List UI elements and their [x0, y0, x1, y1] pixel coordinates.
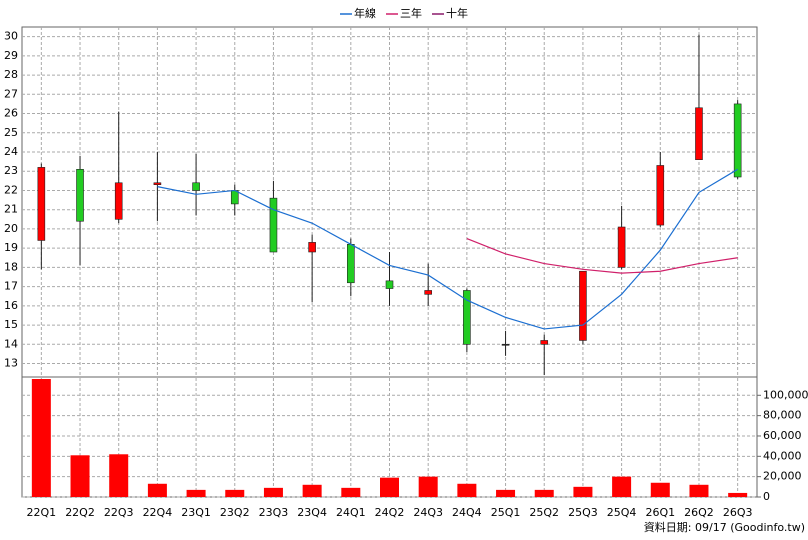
y-tick-label: 27 [4, 87, 18, 100]
x-tick-label: 22Q3 [104, 506, 134, 519]
candle-body [656, 165, 665, 226]
volume-bar [689, 484, 709, 497]
volume-bar [457, 483, 477, 497]
x-tick-label: 24Q4 [452, 506, 482, 519]
x-tick-label: 23Q1 [181, 506, 211, 519]
candle-body [347, 244, 355, 284]
y-tick-label: 20,000 [763, 470, 802, 483]
x-tick-label: 24Q3 [413, 506, 443, 519]
x-tick-label: 25Q3 [568, 506, 598, 519]
candle-body [308, 242, 316, 253]
y-tick-label: 0 [763, 490, 770, 503]
y-tick-label: 60,000 [763, 429, 802, 442]
candle-body [463, 290, 471, 345]
volume-bar [341, 487, 361, 497]
candle-body [230, 190, 239, 205]
y-tick-label: 14 [4, 337, 18, 350]
candle-body [733, 103, 742, 178]
y-tick-label: 22 [4, 183, 18, 196]
volume-bar [302, 484, 322, 497]
candle-body [37, 167, 46, 241]
x-tick-label: 26Q3 [723, 506, 753, 519]
average-line [157, 168, 738, 330]
volume-bar [534, 489, 554, 497]
volume-bar [147, 483, 167, 497]
candle-body [385, 280, 394, 289]
y-tick-label: 17 [4, 280, 18, 293]
volume-bar [650, 482, 670, 497]
volume-bar [573, 486, 593, 497]
volume-bar [70, 455, 90, 497]
y-tick-label: 29 [4, 49, 18, 62]
x-tick-label: 26Q1 [645, 506, 675, 519]
x-tick-label: 25Q4 [607, 506, 637, 519]
y-tick-label: 23 [4, 164, 18, 177]
volume-bar [31, 379, 51, 497]
candle-body [540, 340, 549, 345]
x-tick-label: 25Q2 [529, 506, 559, 519]
legend-label: 年線 [354, 6, 376, 20]
y-tick-label: 40,000 [763, 449, 802, 462]
y-tick-label: 25 [4, 126, 18, 139]
volume-bar [418, 476, 438, 497]
y-tick-label: 15 [4, 318, 18, 331]
y-tick-label: 21 [4, 203, 18, 216]
average-line [466, 237, 738, 274]
volume-bar [496, 489, 516, 497]
y-tick-label: 24 [4, 145, 18, 158]
volume-bar [612, 476, 632, 497]
y-tick-label: 19 [4, 241, 18, 254]
candle-body [617, 226, 626, 268]
candle-body [192, 182, 200, 191]
y-tick-label: 20 [4, 222, 18, 235]
volume-bar [380, 477, 399, 497]
y-tick-label: 30 [4, 30, 18, 43]
y-tick-label: 100,000 [763, 388, 808, 401]
y-tick-label: 16 [4, 299, 18, 312]
y-tick-label: 18 [4, 260, 18, 273]
y-tick-label: 80,000 [763, 409, 802, 422]
x-tick-label: 25Q1 [491, 506, 521, 519]
x-tick-label: 23Q4 [297, 506, 327, 519]
candle-body [269, 197, 278, 253]
x-tick-label: 24Q2 [375, 506, 405, 519]
candle-body [114, 182, 123, 220]
candle-body [424, 290, 432, 295]
legend-label: 三年 [400, 6, 422, 20]
x-tick-label: 22Q2 [65, 506, 95, 519]
x-tick-label: 26Q2 [684, 506, 714, 519]
candle-body [76, 169, 84, 222]
legend-label: 十年 [446, 6, 468, 20]
candle-body [501, 344, 510, 346]
volume-bar [263, 487, 283, 497]
x-tick-label: 23Q2 [220, 506, 250, 519]
y-tick-label: 28 [4, 68, 18, 81]
volume-bar [225, 489, 245, 497]
volume-bar [109, 454, 129, 497]
y-tick-label: 13 [4, 357, 18, 370]
volume-bar [728, 492, 748, 497]
candle-body [695, 107, 703, 160]
x-tick-label: 24Q1 [336, 506, 366, 519]
y-tick-label: 26 [4, 107, 18, 120]
candle-body [153, 182, 162, 185]
x-tick-label: 22Q4 [143, 506, 173, 519]
volume-bar [186, 489, 206, 497]
x-tick-label: 22Q1 [27, 506, 57, 519]
candle-body [579, 270, 587, 341]
footer: 資料日期: 09/17 (Goodinfo.tw) [644, 520, 805, 534]
x-tick-label: 23Q3 [259, 506, 289, 519]
